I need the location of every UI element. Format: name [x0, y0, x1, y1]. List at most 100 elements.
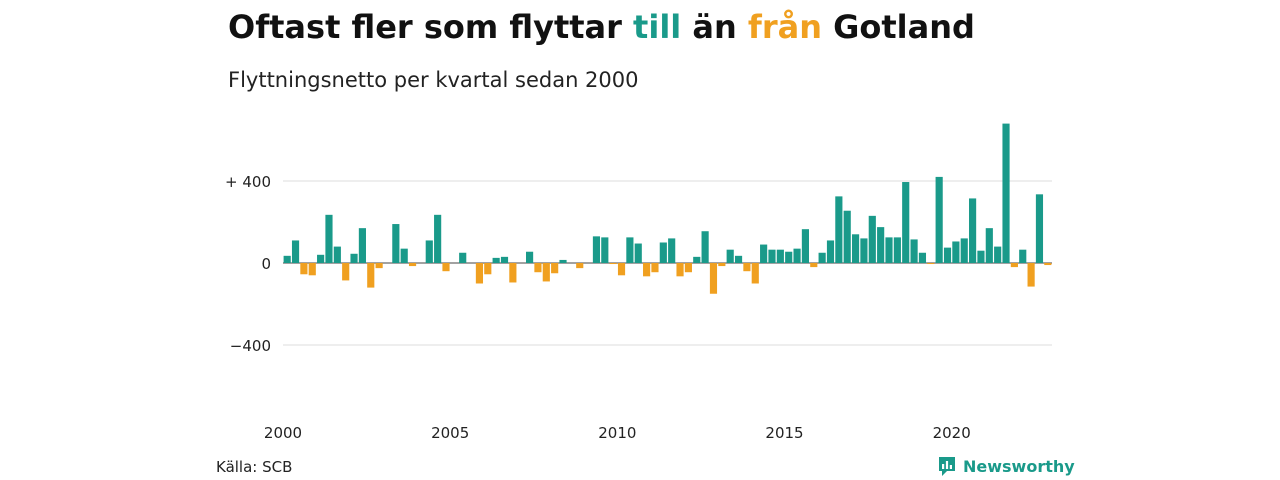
bar	[709, 263, 718, 294]
bar	[760, 244, 768, 263]
y-tick-label: + 400	[225, 173, 271, 191]
bar	[969, 198, 977, 263]
label-layer: −400 0 + 400 2000 2005 2010 2015 2020	[225, 173, 971, 442]
bar	[985, 228, 993, 263]
bar	[475, 263, 484, 284]
bar	[877, 227, 885, 263]
bar	[734, 255, 743, 263]
bar	[902, 182, 910, 263]
bar	[918, 252, 927, 263]
y-tick-label: 0	[261, 255, 271, 273]
bar	[559, 259, 567, 263]
bar	[851, 234, 860, 263]
bar	[651, 263, 659, 273]
bar	[617, 263, 626, 276]
chart-subtitle: Flyttningsnetto per kvartal sedan 2000	[228, 68, 639, 92]
bar	[408, 263, 417, 267]
brand-name: Newsworthy	[963, 456, 1075, 476]
bar	[358, 228, 366, 263]
bar	[283, 255, 291, 263]
bar	[308, 263, 316, 276]
bar	[910, 239, 918, 263]
title-till: till	[633, 8, 682, 46]
bar	[526, 251, 534, 263]
bar	[718, 263, 726, 267]
source-note: Källa: SCB	[216, 458, 293, 476]
x-tick-label: 2000	[264, 424, 302, 442]
title-fran: från	[747, 8, 822, 46]
bar	[442, 263, 450, 272]
bar	[350, 253, 358, 263]
bar	[542, 263, 550, 282]
bar	[701, 231, 709, 263]
bar	[693, 256, 701, 263]
bar	[375, 263, 383, 269]
bar	[676, 263, 684, 277]
bar	[751, 263, 759, 284]
bar	[801, 229, 809, 263]
bar	[500, 256, 509, 263]
bar	[551, 263, 559, 274]
bar	[342, 263, 350, 281]
bar	[300, 263, 308, 275]
bar	[400, 248, 408, 263]
bar	[425, 240, 433, 263]
bar	[626, 237, 634, 263]
bar	[810, 263, 818, 268]
bar	[943, 247, 952, 263]
bar	[291, 240, 300, 263]
bar	[994, 246, 1002, 263]
bar	[818, 252, 826, 263]
bar	[885, 237, 893, 263]
bar	[935, 176, 943, 263]
bar	[492, 257, 500, 263]
bar	[659, 242, 667, 263]
bar	[1027, 263, 1035, 287]
bar-layer	[283, 123, 1052, 294]
y-tick-label: −400	[230, 337, 271, 355]
bar	[743, 263, 751, 272]
bar	[785, 251, 793, 263]
bar	[576, 263, 584, 269]
bar	[434, 214, 442, 263]
bar	[643, 263, 651, 277]
bar	[893, 237, 901, 263]
bar	[1044, 263, 1052, 266]
bar	[1019, 249, 1027, 263]
bar	[317, 254, 325, 263]
bar	[960, 238, 968, 263]
bar	[509, 263, 517, 283]
bar	[826, 240, 835, 263]
bar	[668, 238, 676, 263]
bar	[367, 263, 375, 288]
bar	[1002, 123, 1010, 263]
bar	[392, 224, 400, 263]
bar	[601, 237, 609, 263]
x-tick-label: 2020	[933, 424, 971, 442]
bar	[952, 241, 960, 263]
bar	[776, 249, 784, 263]
bar	[843, 210, 851, 263]
bar	[977, 250, 985, 263]
bar	[860, 238, 868, 263]
title-part-3: Gotland	[821, 8, 975, 46]
bar	[484, 263, 492, 275]
brand-logo[interactable]: Newsworthy	[937, 455, 1075, 477]
bar	[927, 263, 935, 265]
x-tick-label: 2015	[765, 424, 803, 442]
bar	[1035, 194, 1044, 263]
bar	[684, 263, 692, 273]
bar	[726, 249, 734, 263]
title-part-2: än	[681, 8, 748, 46]
bar	[592, 236, 601, 263]
bar	[768, 249, 776, 263]
chart-title: Oftast fler som flyttar till än från Got…	[228, 8, 975, 46]
bar	[634, 243, 642, 263]
bar	[835, 196, 843, 263]
bar	[459, 252, 467, 263]
title-part-1: Oftast fler som flyttar	[228, 8, 634, 46]
bar	[868, 215, 876, 263]
bar	[1010, 263, 1018, 268]
x-tick-label: 2005	[431, 424, 469, 442]
